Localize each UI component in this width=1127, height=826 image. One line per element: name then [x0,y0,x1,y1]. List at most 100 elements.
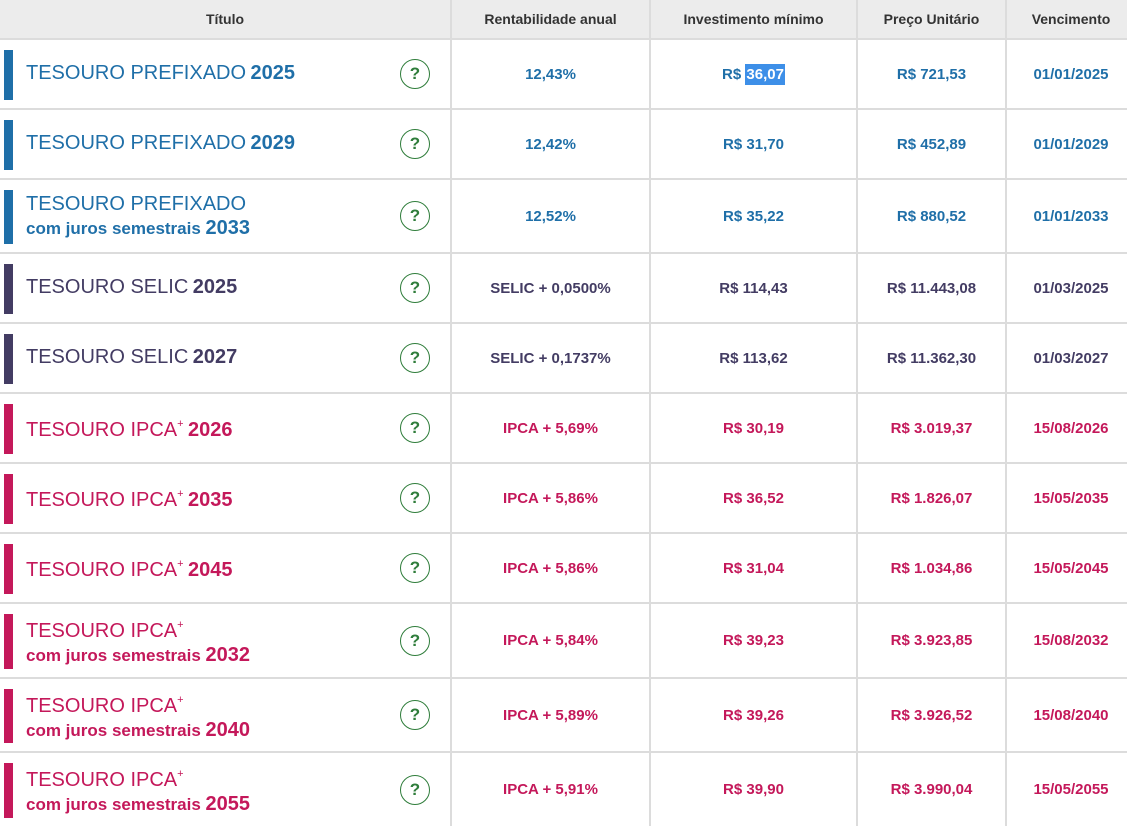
bond-title[interactable]: TESOURO PREFIXADO 2025 [26,62,295,86]
bond-title-line: TESOURO PREFIXADO 2025 [26,62,295,86]
header-vencimento[interactable]: Vencimento [1007,0,1127,38]
bond-title-line: TESOURO PREFIXADO [26,193,250,217]
header-investimento[interactable]: Investimento mínimo [651,0,856,38]
currency-prefix: R$ [723,419,747,437]
bond-name: TESOURO IPCA [26,769,178,791]
help-icon[interactable]: ? [400,129,430,159]
title-cell[interactable]: TESOURO PREFIXADO 2025? [0,40,450,108]
bond-subtitle-line: com juros semestrais 2032 [26,644,250,667]
header-preco[interactable]: Preço Unitário [858,0,1005,38]
bond-subtitle-line: com juros semestrais 2055 [26,793,250,816]
help-icon[interactable]: ? [400,553,430,583]
investimento-cell: R$ 113,62 [651,324,856,392]
currency-prefix: R$ [722,65,746,83]
help-icon[interactable]: ? [400,700,430,730]
investimento-value: 31,70 [746,135,784,153]
investimento-cell: R$ 39,23 [651,604,856,677]
investimento-value: 39,90 [746,781,784,798]
investimento-cell: R$ 36,52 [651,464,856,532]
bond-title[interactable]: TESOURO IPCA+ 2045 [26,553,233,583]
help-icon[interactable]: ? [400,774,430,805]
vencimento-cell: 15/05/2055 [1007,753,1127,826]
bond-title[interactable]: TESOURO SELIC 2025 [26,276,237,300]
help-icon[interactable]: ? [400,413,430,443]
help-icon[interactable]: ? [400,343,430,373]
title-cell[interactable]: TESOURO SELIC 2025? [0,254,450,322]
preco-cell: R$ 880,52 [858,180,1005,252]
category-color-bar [4,264,13,314]
vencimento-cell: 15/05/2045 [1007,534,1127,602]
help-icon[interactable]: ? [400,625,430,656]
category-color-bar [4,190,13,244]
bond-year: 2033 [205,216,251,239]
title-cell[interactable]: TESOURO PREFIXADO 2029? [0,110,450,178]
bond-name: TESOURO PREFIXADO [26,132,247,154]
investimento-value: 31,04 [746,559,784,577]
bond-name: TESOURO IPCA [26,419,178,441]
category-color-bar [4,404,13,454]
bond-subtitle: com juros semestrais [26,795,201,814]
category-color-bar [4,544,13,594]
help-icon[interactable]: ? [400,201,430,231]
category-color-bar [4,50,13,100]
bond-year: 2032 [205,644,251,666]
bond-title[interactable]: TESOURO IPCA+ com juros semestrais 2040 [26,689,250,742]
bond-year: 2026 [188,419,233,441]
bond-title[interactable]: TESOURO IPCA+ com juros semestrais 2055 [26,763,250,816]
bond-title[interactable]: TESOURO IPCA+ 2026 [26,413,233,443]
vencimento-cell: 15/08/2032 [1007,604,1127,677]
title-cell[interactable]: TESOURO IPCA+ 2045? [0,534,450,602]
currency-prefix: R$ [723,489,747,507]
help-icon[interactable]: ? [400,59,430,89]
header-rentabilidade[interactable]: Rentabilidade anual [452,0,649,38]
header-titulo[interactable]: Título [0,0,450,38]
bond-name: TESOURO IPCA [26,620,178,642]
bond-title[interactable]: TESOURO PREFIXADO 2029 [26,132,295,156]
currency-prefix: R$ [719,279,743,297]
help-icon[interactable]: ? [400,483,430,513]
bond-year: 2040 [205,718,251,741]
rentabilidade-cell: SELIC + 0,0500% [452,254,649,322]
preco-cell: R$ 1.034,86 [858,534,1005,602]
rentabilidade-cell: SELIC + 0,1737% [452,324,649,392]
currency-prefix: R$ [723,559,747,577]
investimento-value: 39,26 [746,706,784,724]
bond-subtitle-line: com juros semestrais 2040 [26,719,250,742]
bond-name: TESOURO IPCA [26,489,178,511]
investimento-cell: R$ 39,90 [651,753,856,826]
title-cell[interactable]: TESOURO IPCA+ com juros semestrais 2032? [0,604,450,677]
title-cell[interactable]: TESOURO IPCA+ 2026? [0,394,450,462]
vencimento-cell: 15/08/2040 [1007,679,1127,751]
investimento-value: 35,22 [746,207,784,225]
bond-title-line: TESOURO SELIC 2027 [26,346,237,370]
bond-title-line: TESOURO PREFIXADO 2029 [26,132,295,156]
vencimento-cell: 15/05/2035 [1007,464,1127,532]
rentabilidade-cell: 12,42% [452,110,649,178]
bond-title[interactable]: TESOURO IPCA+ com juros semestrais 2032 [26,614,250,667]
preco-cell: R$ 721,53 [858,40,1005,108]
title-cell[interactable]: TESOURO IPCA+ com juros semestrais 2055? [0,753,450,826]
ipca-plus-mark: + [177,418,184,430]
bond-subtitle: com juros semestrais [26,646,201,665]
title-cell[interactable]: TESOURO SELIC 2027? [0,324,450,392]
currency-prefix: R$ [723,207,747,225]
category-color-bar [4,689,13,743]
vencimento-cell: 15/08/2026 [1007,394,1127,462]
bond-subtitle-line: com juros semestrais 2033 [26,217,250,240]
ipca-plus-mark: + [177,488,184,500]
investimento-cell: R$ 114,43 [651,254,856,322]
bond-title[interactable]: TESOURO IPCA+ 2035 [26,483,233,513]
bond-subtitle: com juros semestrais [26,218,201,238]
bond-title-line: TESOURO IPCA+ 2035 [26,483,233,513]
ipca-plus-mark: + [177,768,184,780]
category-color-bar [4,120,13,170]
title-cell[interactable]: TESOURO PREFIXADO com juros semestrais 20… [0,180,450,252]
bond-year: 2045 [188,559,233,581]
bond-title[interactable]: TESOURO PREFIXADO com juros semestrais 20… [26,193,250,240]
help-icon[interactable]: ? [400,273,430,303]
preco-cell: R$ 452,89 [858,110,1005,178]
title-cell[interactable]: TESOURO IPCA+ com juros semestrais 2040? [0,679,450,751]
title-cell[interactable]: TESOURO IPCA+ 2035? [0,464,450,532]
bond-title[interactable]: TESOURO SELIC 2027 [26,346,237,370]
